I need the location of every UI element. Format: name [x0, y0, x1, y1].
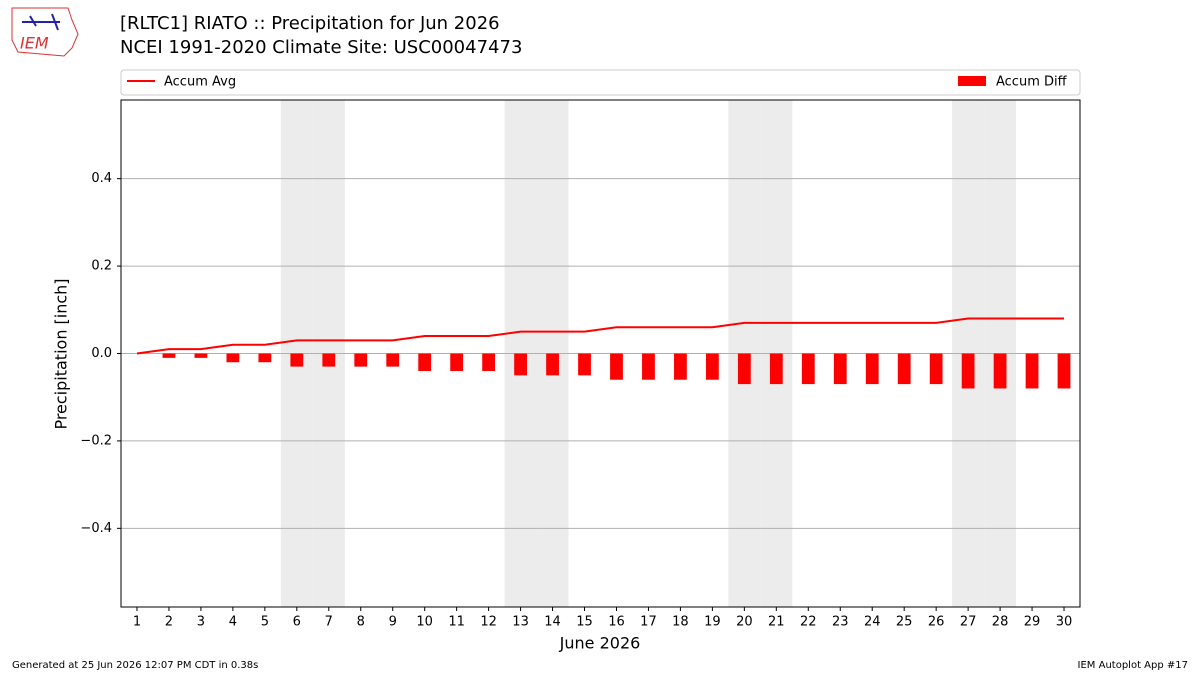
bar	[929, 353, 943, 385]
y-tick-label: −0.2	[80, 433, 112, 448]
x-tick-label: 20	[736, 615, 753, 630]
bar	[1057, 353, 1071, 389]
bar	[897, 353, 911, 385]
bar	[801, 353, 815, 385]
bar	[674, 353, 687, 380]
x-tick-label: 30	[1056, 615, 1073, 630]
bar	[322, 353, 336, 367]
x-tick-label: 9	[389, 615, 397, 630]
line	[136, 317, 1065, 355]
x-tick-label: 7	[325, 615, 333, 630]
x-tick-label: 24	[864, 615, 881, 630]
x-tick-label: 28	[992, 615, 1009, 630]
x-tick-label: 14	[544, 615, 561, 630]
x-tick-label: 2	[165, 615, 173, 630]
x-tick-label: 27	[960, 615, 977, 630]
bar	[162, 353, 176, 358]
x-tick-label: 18	[672, 615, 689, 630]
bar	[642, 353, 655, 380]
chart-subtitle: NCEI 1991-2020 Climate Site: USC00047473	[120, 37, 522, 58]
bar	[865, 353, 879, 385]
x-tick-label: 25	[896, 615, 913, 630]
bar	[354, 353, 368, 367]
y-tick-label: 0.0	[91, 346, 112, 361]
x-tick-label: 21	[768, 615, 785, 630]
bar	[961, 353, 975, 389]
bar	[514, 353, 527, 376]
x-tick-label: 8	[357, 615, 365, 630]
x-tick-label: 29	[1024, 615, 1041, 630]
y-tick-label: 0.4	[91, 171, 112, 186]
x-tick-label: 12	[480, 615, 497, 630]
logo: IEM	[11, 7, 79, 57]
x-axis-label: June 2026	[559, 634, 641, 653]
y-tick-label: 0.2	[91, 259, 112, 274]
bar	[705, 353, 719, 380]
x-tick-label: 4	[229, 615, 237, 630]
legend-label: Accum Diff	[996, 75, 1068, 90]
bar	[194, 353, 208, 358]
x-tick-label: 1	[133, 615, 141, 630]
x-tick-label: 10	[416, 615, 433, 630]
bar	[450, 353, 464, 371]
bar	[290, 353, 304, 367]
x-tick-label: 26	[928, 615, 945, 630]
bar	[993, 353, 1007, 389]
legend-swatch	[958, 76, 986, 86]
y-axis-label: Precipitation [inch]	[52, 278, 71, 429]
x-tick-label: 6	[293, 615, 301, 630]
x-tick-label: 23	[832, 615, 849, 630]
footer-right: IEM Autoplot App #17	[1078, 660, 1188, 671]
bar	[386, 353, 400, 367]
bar	[1025, 353, 1039, 389]
x-tick-label: 17	[640, 615, 657, 630]
y-tick-label: −0.4	[80, 521, 112, 536]
footer-left: Generated at 25 Jun 2026 12:07 PM CDT in…	[12, 660, 258, 671]
chart-title: [RLTC1] RIATO :: Precipitation for Jun 2…	[120, 13, 500, 34]
x-tick-label: 3	[197, 615, 205, 630]
x-tick-label: 13	[512, 615, 529, 630]
legend-box	[120, 69, 1081, 96]
bar	[610, 353, 623, 380]
bar	[482, 353, 496, 371]
bar	[769, 353, 783, 385]
bar	[737, 353, 751, 385]
x-tick-label: 5	[261, 615, 269, 630]
x-tick-label: 19	[704, 615, 721, 630]
bar	[833, 353, 847, 385]
bar	[258, 353, 272, 363]
bar	[578, 353, 591, 376]
bar	[546, 353, 559, 376]
x-tick-label: 16	[608, 615, 625, 630]
plot-frame	[120, 99, 1081, 608]
x-tick-label: 11	[448, 615, 465, 630]
legend-label: Accum Avg	[164, 75, 236, 90]
x-tick-label: 15	[576, 615, 593, 630]
x-tick-label: 22	[800, 615, 817, 630]
logo-text: IEM	[20, 34, 49, 53]
bar	[226, 353, 240, 363]
bar	[418, 353, 432, 371]
